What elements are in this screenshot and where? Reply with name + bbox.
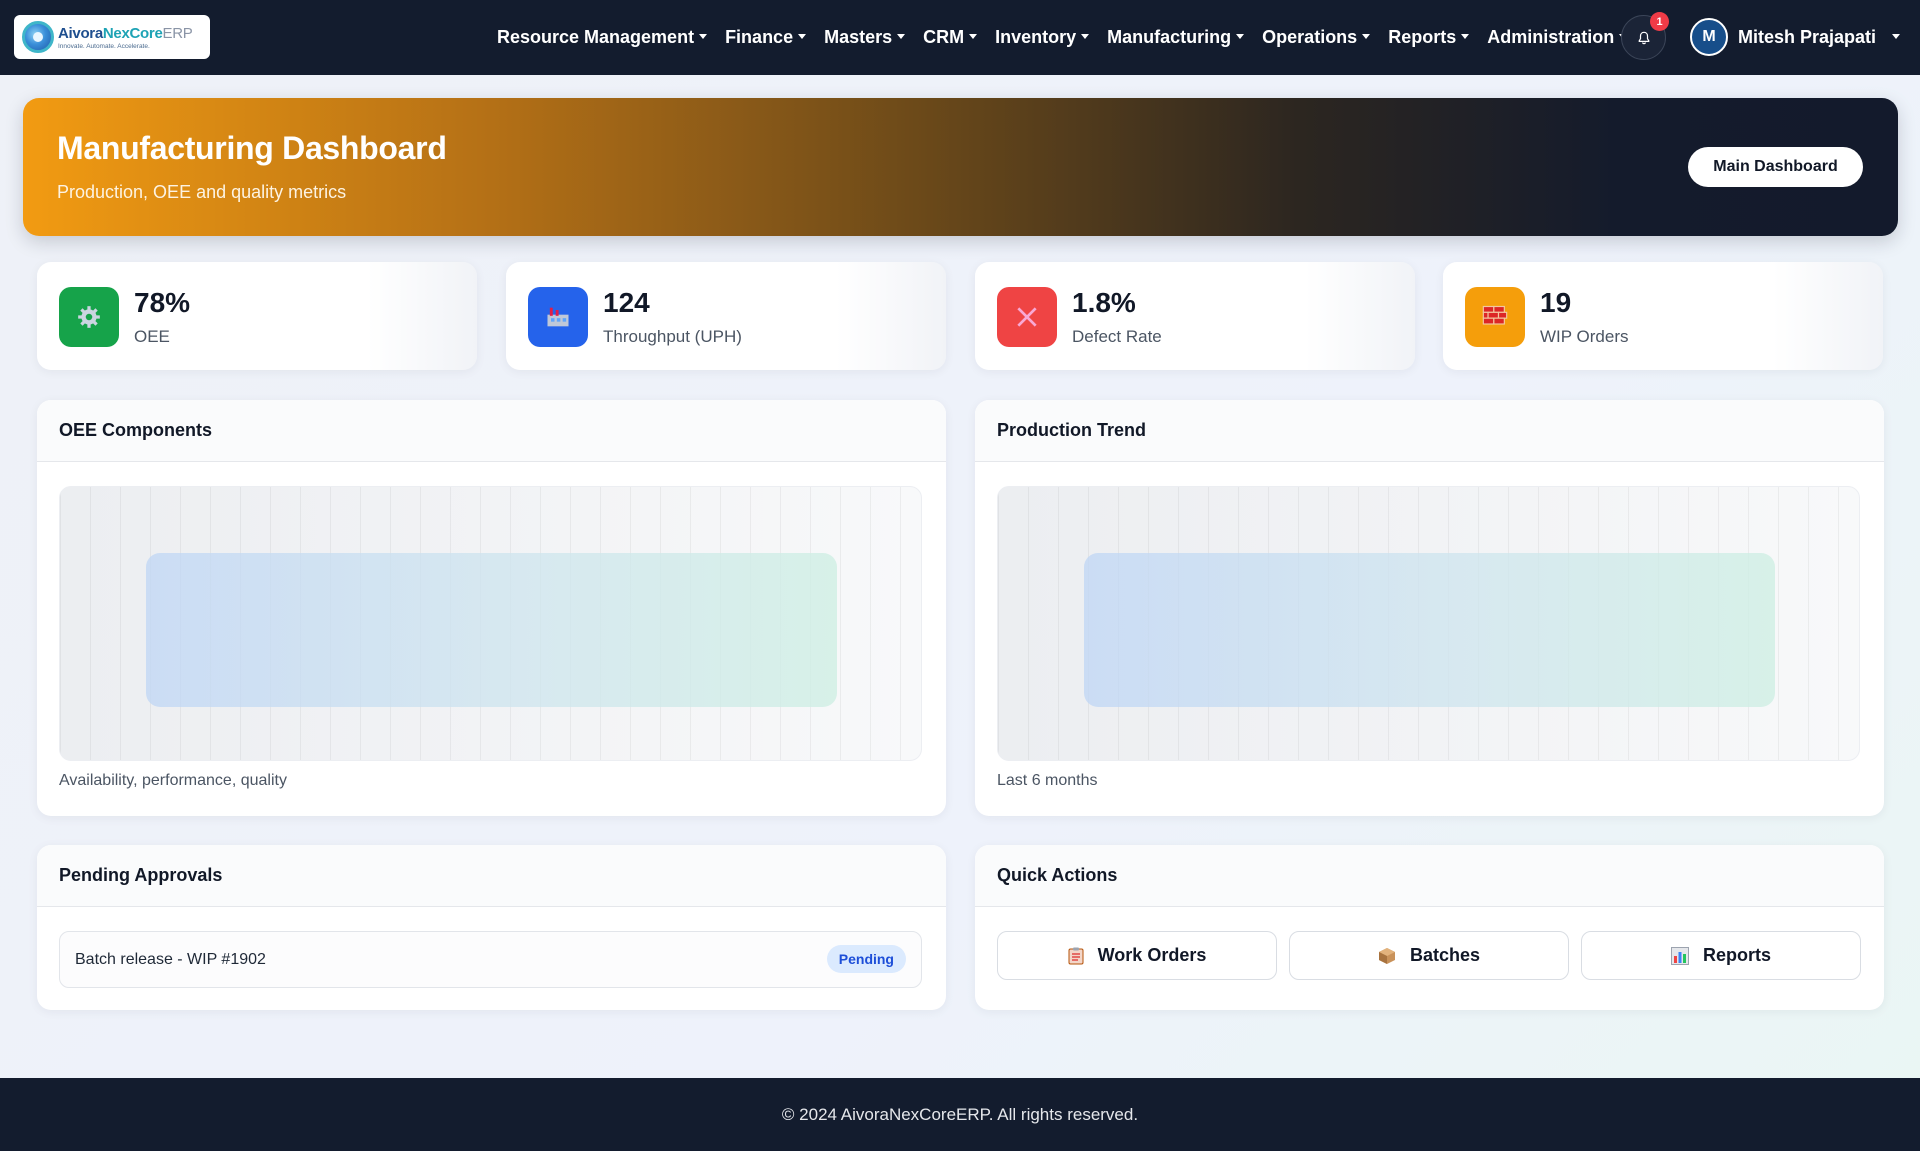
nav-crm[interactable]: CRM (914, 27, 986, 48)
stat-value: 78% (134, 287, 191, 318)
panel-title: Production Trend (975, 400, 1884, 462)
chart-caption: Availability, performance, quality (59, 772, 287, 789)
nav-masters[interactable]: Masters (815, 27, 914, 48)
nav-operations[interactable]: Operations (1253, 27, 1379, 48)
nav-label: CRM (923, 27, 965, 47)
nav-label: Reports (1388, 27, 1457, 47)
nav-label: Finance (725, 27, 794, 47)
nav-label: Resource Management (497, 27, 695, 47)
copyright-text: © 2024 AivoraNexCoreERP. All rights rese… (781, 1104, 1139, 1124)
panel-title: Quick Actions (975, 845, 1884, 907)
main-menu: Resource Management Finance Masters CRM … (488, 0, 1636, 75)
footer: © 2024 AivoraNexCoreERP. All rights rese… (0, 1078, 1920, 1151)
nav-administration[interactable]: Administration (1478, 27, 1636, 48)
list-item[interactable]: Batch release - WIP #1902 Pending (59, 931, 922, 988)
caret-down-icon (1236, 34, 1245, 39)
panel-title: Pending Approvals (37, 845, 946, 907)
avatar: M (1690, 18, 1728, 56)
caret-down-icon (1892, 33, 1901, 39)
bricks-icon (1465, 287, 1525, 347)
logo-name-part2: NexCore (102, 24, 163, 42)
caret-down-icon (1081, 34, 1090, 39)
bell-icon (1638, 31, 1649, 44)
oee-components-panel: OEE Components Availability, performance… (37, 400, 946, 816)
factory-icon (528, 287, 588, 347)
reports-button[interactable]: Reports (1581, 931, 1861, 980)
caret-down-icon (1461, 34, 1470, 39)
top-navbar: AivoraNexCoreERP Innovate. Automate. Acc… (0, 0, 1920, 75)
logo-text: AivoraNexCoreERP Innovate. Automate. Acc… (58, 24, 193, 50)
nav-inventory[interactable]: Inventory (986, 27, 1098, 48)
dashboard-hero: Manufacturing Dashboard Production, OEE … (23, 98, 1898, 236)
user-menu[interactable]: M Mitesh Prajapati (1690, 17, 1901, 57)
stat-card-throughput: 124 Throughput (UPH) (506, 262, 946, 370)
status-badge: Pending (826, 945, 906, 973)
caret-down-icon (699, 34, 708, 39)
stat-card-wip-orders: 19 WIP Orders (1443, 262, 1883, 370)
bar-chart-icon (1670, 946, 1689, 965)
pending-approvals-panel: Pending Approvals Batch release - WIP #1… (37, 845, 946, 1010)
chart-skeleton-block (1084, 553, 1775, 707)
stat-value: 124 (603, 287, 650, 318)
logo-mark-icon (22, 21, 54, 53)
nav-label: Masters (824, 27, 893, 47)
nav-label: Inventory (995, 27, 1077, 47)
caret-down-icon (798, 34, 807, 39)
chart-caption: Last 6 months (997, 772, 1098, 789)
package-icon (1378, 947, 1395, 964)
stat-label: WIP Orders (1540, 327, 1629, 346)
main-dashboard-button[interactable]: Main Dashboard (1688, 147, 1863, 187)
production-trend-panel: Production Trend Last 6 months (975, 400, 1884, 816)
stat-label: OEE (134, 327, 170, 346)
chart-skeleton-block (146, 553, 837, 707)
page-title: Manufacturing Dashboard (57, 130, 447, 166)
trend-chart-placeholder (997, 486, 1860, 761)
stat-value: 1.8% (1072, 287, 1136, 318)
notification-count-badge: 1 (1650, 12, 1669, 31)
nav-label: Manufacturing (1107, 27, 1232, 47)
panel-title: OEE Components (37, 400, 946, 462)
clipboard-icon (1068, 947, 1084, 964)
nav-finance[interactable]: Finance (716, 27, 815, 48)
nav-label: Administration (1487, 27, 1615, 47)
page-subtitle: Production, OEE and quality metrics (57, 182, 347, 202)
logo-name-part3: ERP (162, 24, 193, 42)
cross-icon (997, 287, 1057, 347)
caret-down-icon (969, 34, 978, 39)
gear-icon (59, 287, 119, 347)
notifications-button[interactable]: 1 (1621, 12, 1669, 60)
stat-card-defect-rate: 1.8% Defect Rate (975, 262, 1415, 370)
nav-label: Operations (1262, 27, 1358, 47)
stat-card-oee: 78% OEE (37, 262, 477, 370)
stat-value: 19 (1540, 287, 1572, 318)
batches-button[interactable]: Batches (1289, 931, 1569, 980)
nav-manufacturing[interactable]: Manufacturing (1098, 27, 1253, 48)
stat-label: Throughput (UPH) (603, 327, 742, 346)
work-orders-button[interactable]: Work Orders (997, 931, 1277, 980)
nav-resource-management[interactable]: Resource Management (488, 27, 716, 48)
caret-down-icon (1362, 34, 1371, 39)
brand-logo[interactable]: AivoraNexCoreERP Innovate. Automate. Acc… (14, 15, 210, 59)
user-name: Mitesh Prajapati (1738, 26, 1877, 47)
caret-down-icon (897, 34, 906, 39)
logo-name: AivoraNexCoreERP (58, 24, 193, 42)
approval-text: Batch release - WIP #1902 (75, 950, 266, 968)
nav-reports[interactable]: Reports (1379, 27, 1478, 48)
logo-name-part1: Aivora (58, 24, 103, 42)
button-label: Work Orders (1097, 945, 1207, 965)
quick-actions-panel: Quick Actions Work Orders Batches Report… (975, 845, 1884, 1010)
button-label: Batches (1409, 945, 1481, 965)
stat-label: Defect Rate (1072, 327, 1162, 346)
oee-chart-placeholder (59, 486, 922, 761)
button-label: Reports (1702, 945, 1771, 965)
logo-tagline: Innovate. Automate. Accelerate. (58, 42, 150, 50)
